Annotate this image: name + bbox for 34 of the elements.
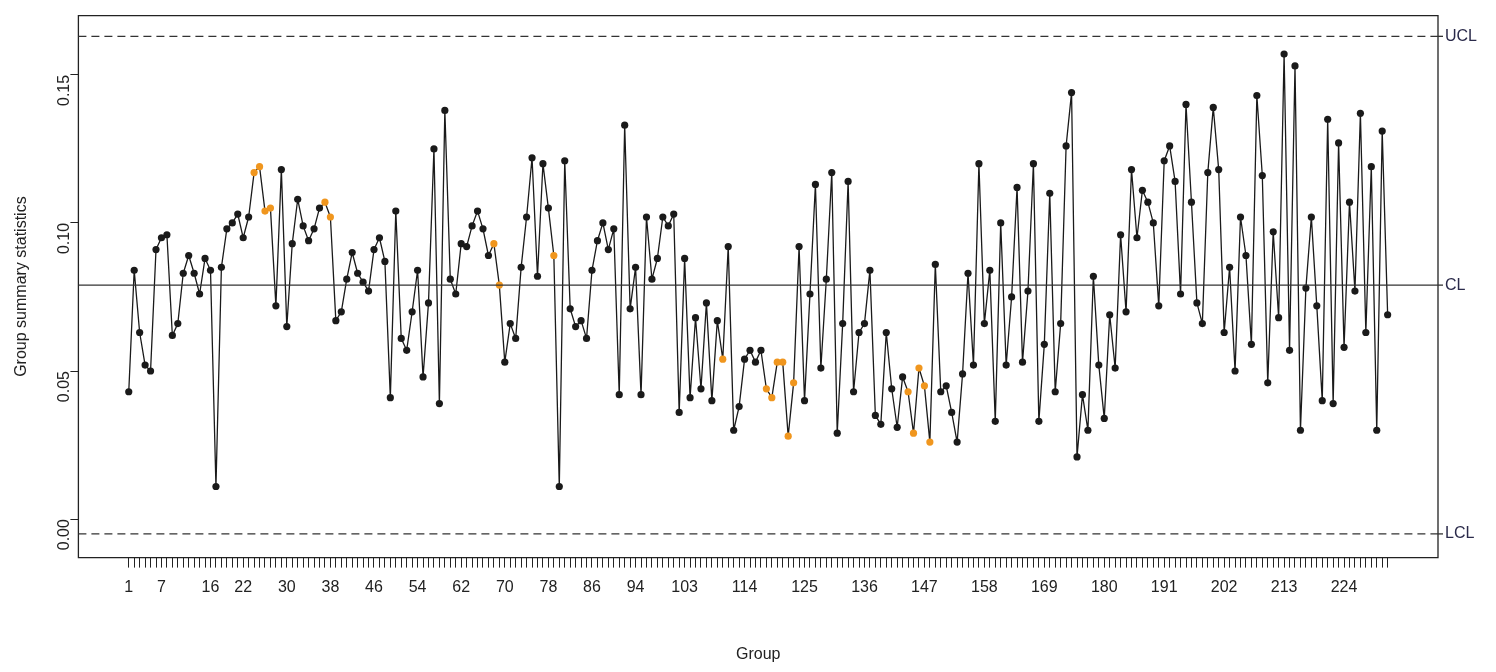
- y-tick-label: 0.10: [54, 222, 72, 255]
- x-tick-label: 46: [365, 577, 383, 595]
- x-tick-label: 78: [539, 577, 558, 595]
- x-tick-label: 169: [1030, 577, 1058, 595]
- x-tick-label: 70: [495, 577, 514, 595]
- x-tick-label: 7: [157, 577, 166, 595]
- ref-line-label: LCL: [1445, 524, 1475, 542]
- y-tick-label: 0.00: [54, 519, 72, 551]
- x-tick-label: 103: [671, 577, 699, 595]
- x-tick-label: 30: [277, 577, 296, 595]
- y-axis-title: Group summary statistics: [12, 196, 30, 377]
- x-tick-label: 191: [1150, 577, 1178, 595]
- x-tick-label: 224: [1330, 577, 1358, 595]
- x-tick-label: 62: [452, 577, 471, 595]
- x-tick-label: 86: [583, 577, 601, 595]
- ref-line-label: UCL: [1445, 26, 1478, 44]
- x-tick-label: 22: [234, 577, 253, 595]
- x-tick-label: 213: [1270, 577, 1298, 595]
- y-tick-label: 0.15: [54, 74, 72, 106]
- x-tick-label: 114: [731, 577, 758, 595]
- y-tick-label: 0.05: [54, 370, 72, 403]
- x-tick-label: 202: [1210, 577, 1238, 595]
- x-tick-label: 125: [791, 577, 818, 595]
- x-tick-label: 94: [626, 577, 645, 595]
- x-tick-label: 16: [201, 577, 220, 595]
- x-axis-title: Group: [735, 644, 781, 662]
- x-tick-label: 147: [911, 577, 938, 595]
- x-tick-label: 1: [124, 577, 134, 595]
- x-tick-label: 54: [408, 577, 427, 595]
- x-tick-label: 38: [321, 577, 340, 595]
- x-tick-label: 180: [1090, 577, 1118, 595]
- ref-line-label: CL: [1445, 275, 1466, 293]
- x-tick-label: 136: [851, 577, 878, 595]
- x-tick-label: 158: [971, 577, 998, 595]
